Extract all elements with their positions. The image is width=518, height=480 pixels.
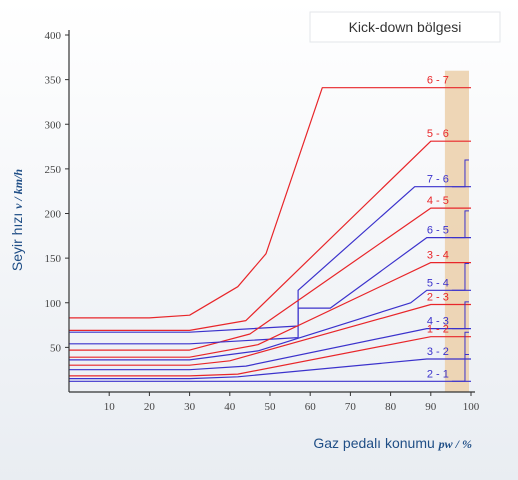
kickdown-bracket xyxy=(451,262,469,291)
y-tick-label: 250 xyxy=(45,164,62,176)
x-tick-label: 30 xyxy=(184,401,196,413)
series-label-4-5: 4 - 5 xyxy=(427,195,449,207)
series-label-7-6: 7 - 6 xyxy=(427,174,449,186)
x-tick-label: 70 xyxy=(345,401,357,413)
y-tick-label: 400 xyxy=(45,30,62,42)
series-label-1-2: 1 - 2 xyxy=(427,324,449,336)
kickdown-label-box xyxy=(309,11,501,43)
x-tick-label: 40 xyxy=(224,401,236,413)
y-tick-label: 200 xyxy=(45,209,62,221)
series-line-6-5 xyxy=(69,237,471,345)
series-line-1-2 xyxy=(69,336,471,377)
x-tick-label: 100 xyxy=(463,401,480,413)
series-label-3-2: 3 - 2 xyxy=(427,346,449,358)
series-line-2-3 xyxy=(69,303,471,366)
kickdown-bracket xyxy=(451,331,469,360)
x-tick-label: 90 xyxy=(425,401,437,413)
series-label-3-4: 3 - 4 xyxy=(427,250,449,262)
series-line-4-5 xyxy=(69,207,471,351)
y-tick-label: 100 xyxy=(45,298,62,310)
x-tick-label: 10 xyxy=(104,401,116,413)
kickdown-bracket xyxy=(451,210,469,239)
series-label-4-3: 4 - 3 xyxy=(427,316,449,328)
y-tick-label: 50 xyxy=(50,342,62,354)
series-line-3-2 xyxy=(69,358,471,380)
y-tick-label: 300 xyxy=(45,119,62,131)
kickdown-bracket xyxy=(451,159,469,188)
x-tick-label: 80 xyxy=(385,401,397,413)
x-tick-label: 50 xyxy=(265,401,277,413)
kickdown-bracket xyxy=(451,354,469,382)
series-line-5-6 xyxy=(69,140,471,331)
series-line-6-7 xyxy=(69,87,471,319)
series-label-2-3: 2 - 3 xyxy=(427,292,449,304)
x-tick-label: 20 xyxy=(144,401,156,413)
series-label-6-7: 6 - 7 xyxy=(427,75,449,87)
series-label-6-5: 6 - 5 xyxy=(427,225,449,237)
y-tick-label: 350 xyxy=(45,75,62,87)
series-label-5-6: 5 - 6 xyxy=(427,128,449,140)
y-tick-label: 150 xyxy=(45,253,62,265)
series-label-2-1: 2 - 1 xyxy=(427,368,449,380)
x-tick-label: 60 xyxy=(305,401,317,413)
series-line-3-4 xyxy=(69,262,471,358)
x-axis-title: Gaz pedalı konumu pw / % xyxy=(313,435,472,451)
y-axis-title: Seyir hızı v / km/h xyxy=(9,169,25,272)
series-label-5-4: 5 - 4 xyxy=(427,277,449,289)
kickdown-bracket xyxy=(451,301,469,330)
series-line-5-4 xyxy=(69,289,471,361)
series-line-4-3 xyxy=(69,328,471,371)
kickdown-label: Kick-down bölgesi xyxy=(349,19,462,35)
